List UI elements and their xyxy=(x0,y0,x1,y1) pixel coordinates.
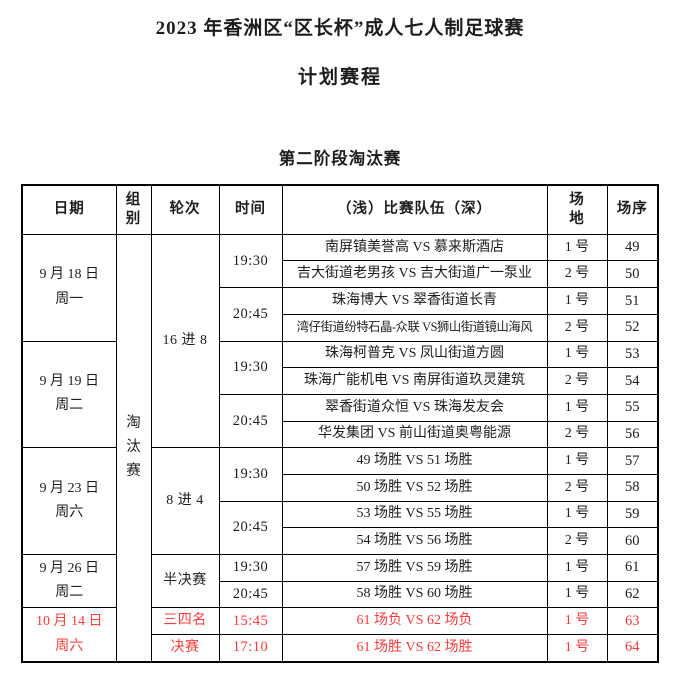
date-cell: 9 月 26 日 周二 xyxy=(21,553,117,609)
teams-cell: 珠海广能机电 VS 南屏街道玖灵建筑 xyxy=(281,367,548,395)
teams-cell: 南屏镇美誉高 VS 慕来斯酒店 xyxy=(281,233,548,262)
date-cell: 9 月 19 日 周二 xyxy=(21,340,117,449)
date-cell: 10 月 14 日 周六 xyxy=(21,607,117,663)
time-cell: 20:45 xyxy=(218,287,283,342)
header-time: 时间 xyxy=(218,184,283,235)
order-cell: 54 xyxy=(606,367,659,395)
round-cell: 16 进 8 xyxy=(150,233,220,449)
teams-cell: 翠香街道众恒 VS 珠海发友会 xyxy=(281,393,548,422)
header-venue: 场 地 xyxy=(546,184,608,235)
order-cell: 55 xyxy=(606,393,659,422)
teams-cell: 珠海柯普克 VS 凤山街道方圆 xyxy=(281,340,548,369)
table-row: 珠海广能机电 VS 南屏街道玖灵建筑 2 号 54 xyxy=(22,367,659,395)
order-cell: 64 xyxy=(606,634,659,663)
table-row: 华发集团 VS 前山街道奥粤能源 2 号 56 xyxy=(22,420,659,449)
order-cell: 60 xyxy=(606,527,659,555)
order-cell: 61 xyxy=(606,554,659,582)
teams-cell: 49 场胜 VS 51 场胜 xyxy=(281,447,548,475)
venue-cell: 1 号 xyxy=(546,447,608,475)
venue-cell: 2 号 xyxy=(546,367,608,395)
date-cell: 9 月 23 日 周六 xyxy=(21,447,117,555)
venue-cell: 1 号 xyxy=(546,287,608,315)
venue-cell: 2 号 xyxy=(546,260,608,289)
table-row-final-third-place: 10 月 14 日 周六 三四名 15:45 61 场负 VS 62 场负 1 … xyxy=(21,607,659,663)
time-cell: 19:30 xyxy=(218,233,283,289)
venue-cell: 1 号 xyxy=(546,554,608,582)
header-date: 日期 xyxy=(21,184,117,235)
venue-cell: 1 号 xyxy=(546,634,608,663)
date-cell: 9 月 18 日 周一 xyxy=(21,233,117,342)
time-cell: 19:30 xyxy=(218,447,283,502)
table-row: 吉大街道老男孩 VS 吉大街道广一泵业 2 号 50 xyxy=(22,260,659,289)
header-teams: （浅）比赛队伍（深） xyxy=(281,184,548,235)
teams-cell: 58 场胜 VS 60 场胜 xyxy=(281,580,548,609)
venue-cell: 1 号 xyxy=(546,580,608,609)
order-cell: 57 xyxy=(606,447,659,475)
order-cell: 51 xyxy=(606,287,659,315)
table-row: 20:45 翠香街道众恒 VS 珠海发友会 1 号 55 xyxy=(22,393,659,449)
time-cell: 19:30 xyxy=(218,340,283,395)
section-title: 第二阶段淘汰赛 xyxy=(278,148,402,168)
time-cell: 20:45 xyxy=(218,393,283,449)
venue-cell: 2 号 xyxy=(546,313,608,342)
order-cell: 49 xyxy=(606,233,659,262)
teams-cell: 华发集团 VS 前山街道奥粤能源 xyxy=(281,420,548,449)
teams-cell: 50 场胜 VS 52 场胜 xyxy=(281,473,548,502)
schedule-table: 日期 组 别 轮次 时间 （浅）比赛队伍（深） 场 地 场序 9 月 18 日 … xyxy=(21,183,659,663)
table-row-final: 决赛 17:10 61 场胜 VS 62 场胜 1 号 64 xyxy=(22,634,659,663)
venue-cell: 2 号 xyxy=(546,420,608,449)
table-row: 54 场胜 VS 56 场胜 2 号 60 xyxy=(22,527,659,555)
order-cell: 58 xyxy=(606,473,659,502)
table-row: 20:45 珠海博大 VS 翠香街道长青 1 号 51 xyxy=(22,287,659,342)
round-cell: 8 进 4 xyxy=(150,447,220,555)
time-cell: 20:45 xyxy=(218,580,283,609)
table-row: 9 月 18 日 周一 淘 汰 赛 16 进 8 19:30 南屏镇美誉高 VS… xyxy=(21,233,659,663)
page-subtitle: 计划赛程 xyxy=(297,66,382,88)
header-row: 日期 组 别 轮次 时间 （浅）比赛队伍（深） 场 地 场序 xyxy=(21,184,659,235)
group-cell: 淘 汰 赛 xyxy=(115,233,152,663)
teams-cell: 61 场胜 VS 62 场胜 xyxy=(281,634,548,663)
order-cell: 50 xyxy=(606,260,659,289)
table-row: 9 月 26 日 周二 半决赛 19:30 57 场胜 VS 59 场胜 1 号… xyxy=(21,553,659,609)
teams-cell: 吉大街道老男孩 VS 吉大街道广一泵业 xyxy=(281,260,548,289)
table-row: 湾仔街道纷特石晶-众联 VS狮山街道镜山海风 2 号 52 xyxy=(22,313,659,342)
header-group: 组 别 xyxy=(115,184,152,235)
table-row: 9 月 23 日 周六 8 进 4 19:30 49 场胜 VS 51 场胜 1… xyxy=(21,447,659,555)
table-row: 20:45 58 场胜 VS 60 场胜 1 号 62 xyxy=(22,580,659,609)
venue-cell: 2 号 xyxy=(546,527,608,555)
order-cell: 63 xyxy=(606,607,659,636)
time-cell: 20:45 xyxy=(218,500,283,556)
round-cell: 决赛 xyxy=(150,634,220,663)
order-cell: 62 xyxy=(606,580,659,609)
header-order: 场序 xyxy=(606,184,659,235)
round-cell: 半决赛 xyxy=(150,553,220,609)
teams-cell: 61 场负 VS 62 场负 xyxy=(281,607,548,636)
page-title: 2023 年香洲区“区长杯”成人七人制足球赛 xyxy=(155,18,525,39)
venue-cell: 1 号 xyxy=(546,340,608,369)
order-cell: 59 xyxy=(606,500,659,529)
time-cell: 15:45 xyxy=(218,607,283,636)
time-cell: 17:10 xyxy=(218,634,283,663)
venue-cell: 1 号 xyxy=(546,393,608,422)
table-row: 20:45 53 场胜 VS 55 场胜 1 号 59 xyxy=(22,500,659,556)
venue-cell: 1 号 xyxy=(546,500,608,529)
round-cell: 三四名 xyxy=(150,607,220,636)
teams-cell: 湾仔街道纷特石晶-众联 VS狮山街道镜山海风 xyxy=(281,313,548,342)
table-row: 9 月 19 日 周二 19:30 珠海柯普克 VS 凤山街道方圆 1 号 53 xyxy=(21,340,659,449)
venue-cell: 1 号 xyxy=(546,233,608,262)
teams-cell: 珠海博大 VS 翠香街道长青 xyxy=(281,287,548,315)
order-cell: 56 xyxy=(606,420,659,449)
time-cell: 19:30 xyxy=(218,554,283,582)
venue-cell: 1 号 xyxy=(546,607,608,636)
venue-cell: 2 号 xyxy=(546,473,608,502)
teams-cell: 53 场胜 VS 55 场胜 xyxy=(281,500,548,529)
teams-cell: 57 场胜 VS 59 场胜 xyxy=(281,554,548,582)
order-cell: 53 xyxy=(606,340,659,369)
header-round: 轮次 xyxy=(150,184,220,235)
order-cell: 52 xyxy=(606,313,659,342)
teams-cell: 54 场胜 VS 56 场胜 xyxy=(281,527,548,555)
table-row: 50 场胜 VS 52 场胜 2 号 58 xyxy=(22,473,659,502)
